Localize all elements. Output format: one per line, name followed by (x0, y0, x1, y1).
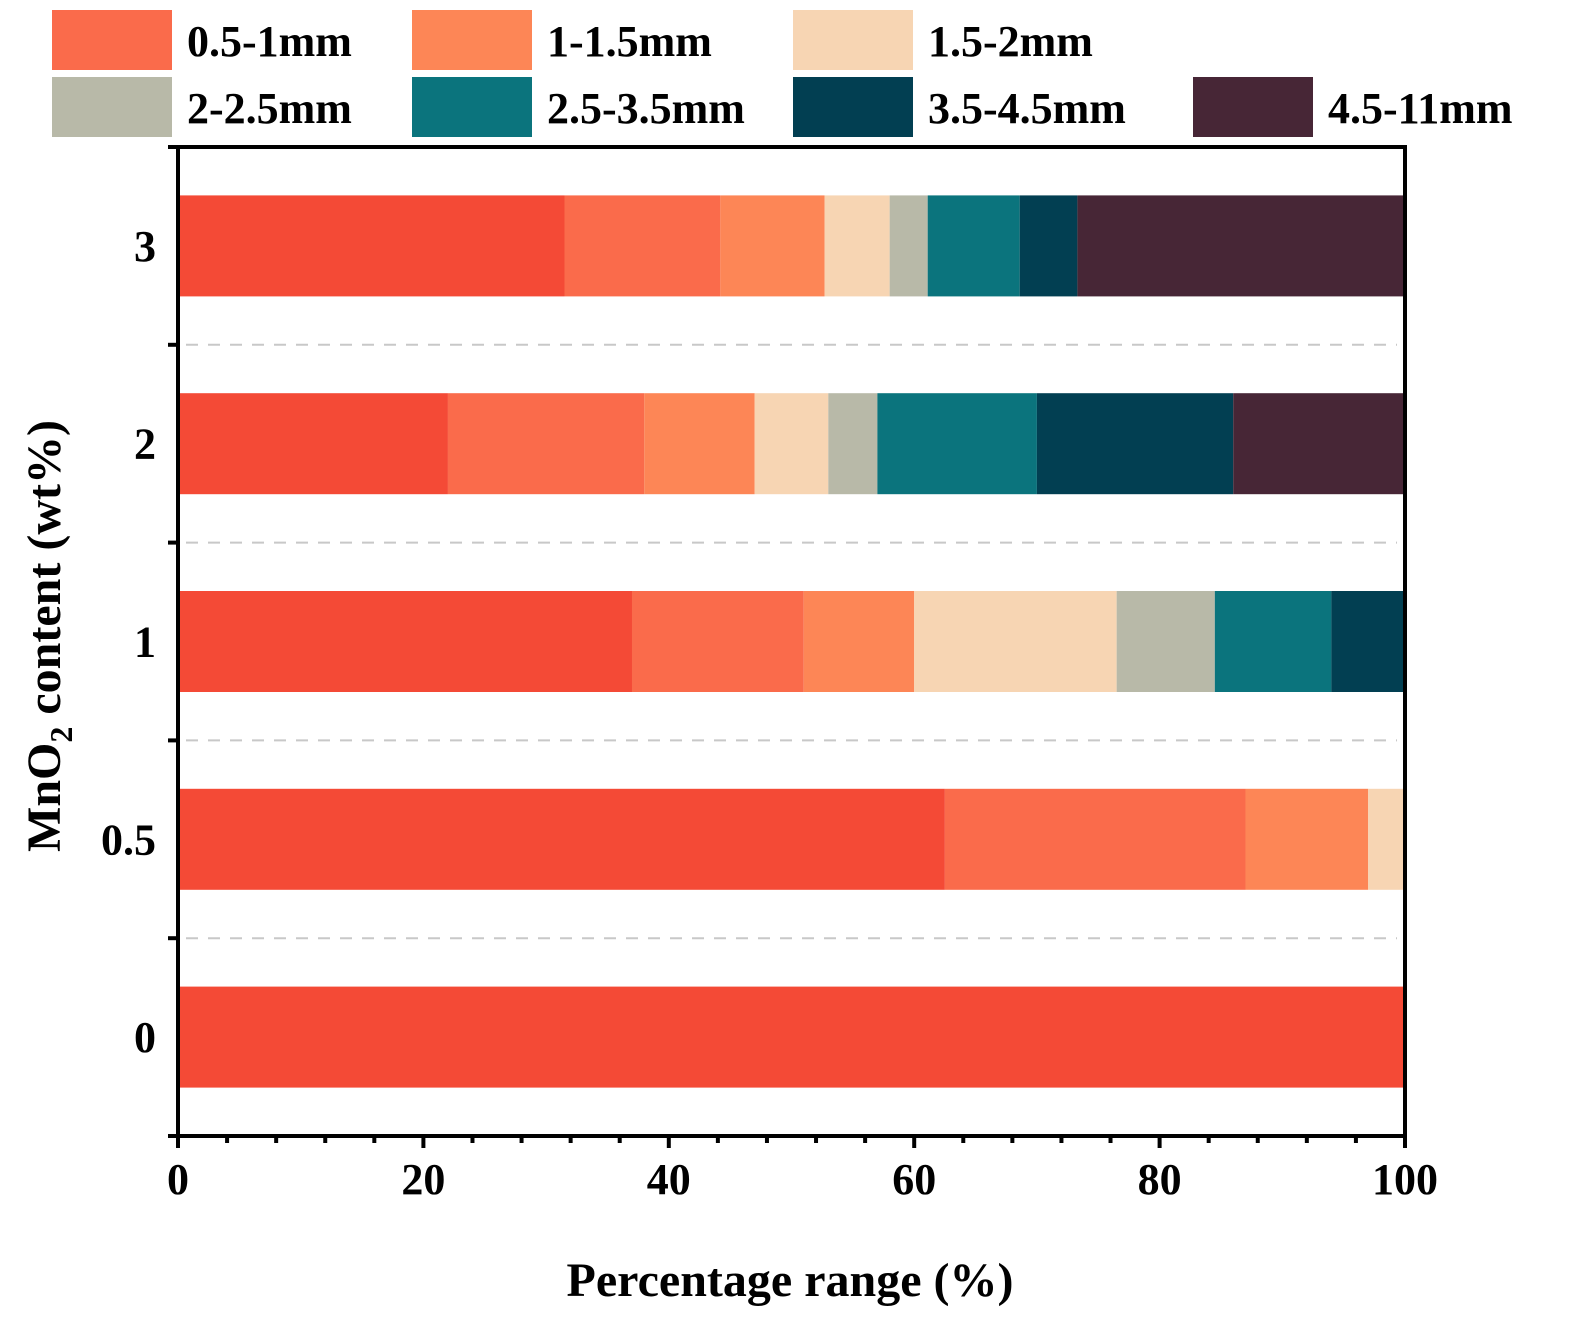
legend-item: 3.5-4.5mm (793, 77, 1126, 137)
bar-group (178, 195, 1405, 297)
bar-segment (1245, 788, 1369, 890)
bar-segment (754, 393, 829, 495)
y-tick-label: 3 (134, 222, 156, 271)
bars (178, 195, 1405, 1088)
y-tick-label: 0 (134, 1013, 156, 1062)
bar-segment (1116, 591, 1215, 692)
bar-segment (720, 195, 825, 297)
bar-segment (828, 393, 878, 495)
bar-segment (889, 195, 928, 297)
bar-segment (1036, 393, 1234, 495)
legend-item: 2-2.5mm (52, 77, 352, 137)
legend-label: 0.5-1mm (187, 17, 352, 66)
y-tick-label: 1 (134, 618, 156, 667)
bar-segment (178, 393, 448, 495)
y-axis-title-suffix: content (wt%) (18, 420, 71, 727)
x-axis-ticks: 0 20 40 60 80 100 (167, 1136, 1438, 1204)
separator-lines (186, 343, 1397, 940)
bar-segment (447, 393, 645, 495)
y-tick-label: 2 (134, 420, 156, 469)
legend-swatch (412, 10, 532, 70)
legend-swatch (52, 77, 172, 137)
legend-label: 3.5-4.5mm (928, 84, 1126, 133)
x-tick-label: 80 (1138, 1155, 1182, 1204)
legend-label: 1.5-2mm (928, 17, 1093, 66)
legend-item: 0.5-1mm (52, 10, 352, 70)
legend-item: 1.5-2mm (793, 10, 1093, 70)
legend-item: 4.5-11mm (1193, 77, 1513, 137)
legend-swatch (1193, 77, 1313, 137)
y-axis-title: MnO2 content (wt%) (18, 420, 79, 852)
bar-segment (631, 591, 804, 692)
x-tick-label: 60 (892, 1155, 936, 1204)
x-axis-title: Percentage range (%) (567, 1254, 1014, 1307)
bar-segment (644, 393, 755, 495)
legend-swatch (52, 10, 172, 70)
x-tick-label: 100 (1372, 1155, 1438, 1204)
bar-segment (178, 591, 632, 692)
x-tick-label: 0 (167, 1155, 189, 1204)
legend-label: 2-2.5mm (187, 84, 352, 133)
bar-segment (178, 788, 945, 890)
bar-segment (1077, 195, 1405, 297)
axes (176, 145, 1407, 1138)
x-tick-label: 40 (647, 1155, 691, 1204)
bar-segment (914, 591, 1117, 692)
legend-label: 2.5-3.5mm (547, 84, 745, 133)
bar-group (178, 591, 1405, 692)
bar-segment (824, 195, 890, 297)
bar-segment (178, 986, 1405, 1088)
bar-segment (1214, 591, 1332, 692)
y-tick-label: 0.5 (101, 815, 156, 864)
legend-item: 2.5-3.5mm (412, 77, 745, 137)
bar-segment (877, 393, 1037, 495)
bar-segment (1233, 393, 1405, 495)
x-tick-label: 20 (401, 1155, 445, 1204)
legend-label: 1-1.5mm (547, 17, 712, 66)
bar-segment (944, 788, 1246, 890)
legend-swatch (793, 77, 913, 137)
bar-segment (1331, 591, 1405, 692)
legend-swatch (412, 77, 532, 137)
bar-segment (564, 195, 721, 297)
plot-frame (176, 145, 1407, 1138)
bar-segment (803, 591, 915, 692)
bar-segment (178, 195, 565, 297)
legend-item: 1-1.5mm (412, 10, 712, 70)
bar-segment (1019, 195, 1078, 297)
legend: 0.5-1mm 1-1.5mm 1.5-2mm 2-2.5mm 2.5-3.5mm 3.5… (52, 10, 1513, 137)
bar-group (178, 788, 1405, 890)
y-axis-title-subscript: 2 (43, 727, 79, 743)
bar-segment (927, 195, 1020, 297)
y-axis-title-main: MnO (18, 743, 71, 852)
bar-segment (1368, 788, 1405, 890)
y-axis-ticks: 0 0.5 1 2 3 (101, 145, 178, 1138)
legend-label: 4.5-11mm (1328, 84, 1513, 133)
bar-group (178, 393, 1405, 495)
bar-group (178, 986, 1405, 1088)
legend-swatch (793, 10, 913, 70)
